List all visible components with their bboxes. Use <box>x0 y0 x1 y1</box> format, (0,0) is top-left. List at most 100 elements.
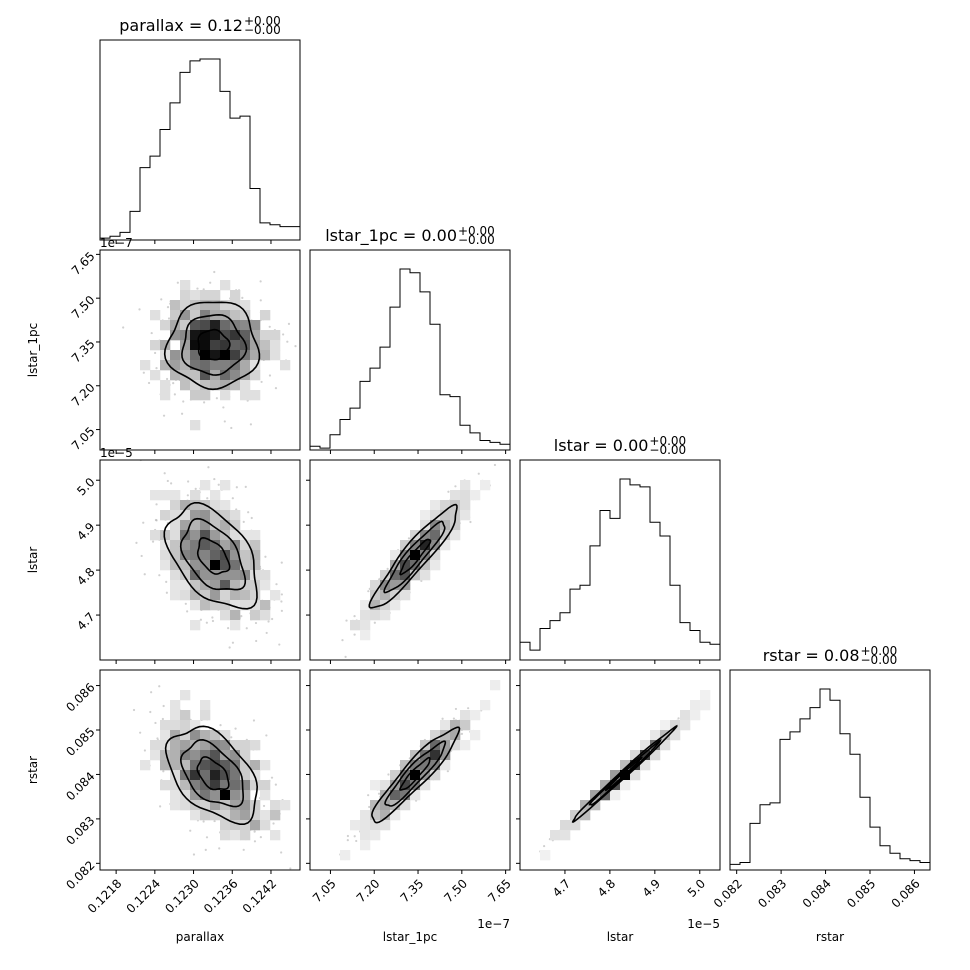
title-main: parallax = 0.12 <box>119 16 243 35</box>
y-tick-label: 0.083 <box>63 814 97 848</box>
sample-point <box>205 836 209 839</box>
sample-point <box>240 615 243 618</box>
density-cell <box>210 780 221 791</box>
sample-point <box>170 482 173 485</box>
density-cell <box>480 480 491 491</box>
density-cell <box>220 590 231 601</box>
density-cell <box>190 580 201 591</box>
y-tick-label: 0.084 <box>63 769 97 803</box>
density-cell <box>220 810 231 821</box>
density-cell <box>180 790 191 801</box>
density-cell <box>260 780 271 791</box>
density-cell <box>250 810 261 821</box>
sample-point <box>294 345 297 348</box>
sample-point <box>213 270 216 274</box>
density-cell <box>150 340 161 351</box>
sample-point <box>186 494 189 497</box>
sample-point <box>454 707 458 711</box>
density-cell <box>270 590 281 601</box>
density-cell <box>160 540 171 551</box>
sample-point <box>387 773 390 776</box>
density-cell <box>180 280 191 291</box>
density-cell <box>240 760 251 771</box>
density-cell <box>380 570 391 581</box>
density-cell <box>260 350 271 361</box>
density-cell <box>210 520 221 531</box>
density-cell <box>360 600 371 611</box>
sample-point <box>139 731 142 734</box>
density-cell <box>220 500 231 511</box>
density-cell <box>230 300 241 311</box>
density-cell <box>160 320 171 331</box>
density-cell <box>380 790 391 801</box>
sample-point <box>262 804 266 808</box>
sample-point <box>265 631 268 635</box>
density-cell <box>200 310 211 321</box>
density-cell <box>380 800 391 811</box>
sample-point <box>407 537 411 540</box>
sample-point <box>194 487 197 491</box>
density-cell <box>190 760 201 771</box>
sample-point <box>303 617 305 619</box>
density-cell <box>200 540 211 551</box>
density-cell <box>180 750 191 761</box>
density-cell <box>220 520 231 531</box>
sample-point <box>153 351 157 355</box>
density-cell <box>360 820 371 831</box>
density-cell <box>210 800 221 811</box>
density-cell <box>470 490 481 501</box>
panel-title-lstar: lstar = 0.00 +0.00−0.00 <box>554 434 686 457</box>
density-cell <box>260 570 271 581</box>
density-cell <box>200 550 211 561</box>
density-cell <box>220 730 231 741</box>
sample-point <box>149 710 152 714</box>
sample-point <box>186 610 189 613</box>
panel-title-parallax: parallax = 0.12 +0.00−0.00 <box>119 14 281 37</box>
sample-point <box>259 299 262 302</box>
density-cell <box>260 330 271 341</box>
x-tick-label: 4.7 <box>550 876 573 899</box>
density-cell <box>180 350 191 361</box>
density-cell <box>190 570 201 581</box>
sample-point <box>147 381 151 385</box>
density-cell <box>430 750 441 761</box>
density-cell <box>200 300 211 311</box>
density-cell <box>170 770 181 781</box>
density-cell <box>400 540 411 551</box>
sample-point <box>172 382 175 385</box>
title-main: rstar = 0.08 <box>763 646 860 665</box>
sample-point <box>274 783 277 786</box>
density-cell <box>360 620 371 631</box>
sample-point <box>287 322 291 326</box>
density-cell <box>260 610 271 621</box>
density-cell <box>250 390 261 401</box>
density-cell <box>210 320 221 331</box>
density-cell <box>190 490 201 501</box>
density-cell <box>200 380 211 391</box>
sample-point <box>353 835 356 838</box>
sample-point <box>166 306 170 309</box>
density-cell <box>190 350 201 361</box>
density-cell <box>190 370 201 381</box>
density-cell <box>160 750 171 761</box>
contour-level <box>179 738 245 808</box>
density-cell <box>200 590 211 601</box>
x-tick-label: 0.1230 <box>162 876 202 916</box>
sample-point <box>467 707 470 710</box>
density-cell <box>240 780 251 791</box>
density-cell <box>210 580 221 591</box>
density-cell <box>210 590 221 601</box>
sample-point <box>166 479 169 483</box>
sample-point <box>207 466 210 469</box>
density-cell <box>160 720 171 731</box>
density-cell <box>680 710 691 721</box>
y-offset-label-lstar_1pc: 1e−7 <box>100 236 133 250</box>
sample-point <box>274 387 278 390</box>
sample-point <box>477 472 480 475</box>
sample-point <box>158 574 161 577</box>
density-cell <box>420 750 431 761</box>
sample-point <box>386 567 389 570</box>
density-cell <box>350 820 361 831</box>
density-cell <box>640 760 651 771</box>
sample-point <box>244 485 247 488</box>
